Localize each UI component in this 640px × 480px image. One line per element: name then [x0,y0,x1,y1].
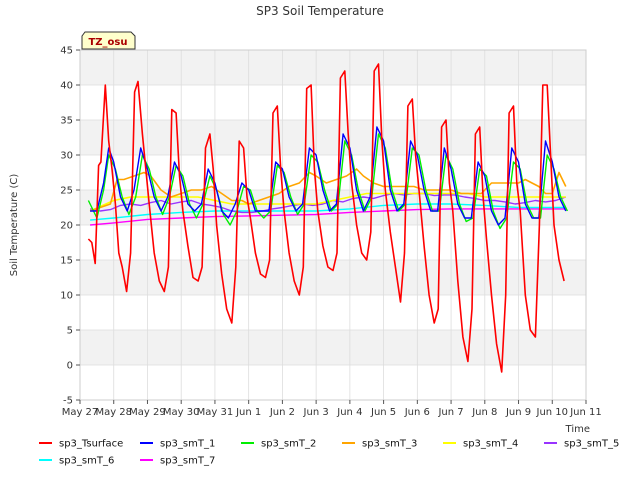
x-tick-label: Jun 11 [569,407,602,418]
plot-band [80,330,586,365]
y-tick-label: 0 [67,361,73,372]
plot-band [80,365,586,400]
legend-item-sp3_smT_7: sp3_smT_7 [140,456,215,467]
plot-band [80,295,586,330]
series-line-sp3_smT_2 [87,133,569,230]
legend-item-sp3_smT_2: sp3_smT_2 [241,439,316,450]
x-tick-label: Jun 3 [303,407,329,418]
legend-label: sp3_smT_3 [362,439,417,450]
y-axis-title: Soil Temperature (C) [9,174,20,277]
x-axis-title: Time [565,424,590,435]
x-tick-label: Jun 7 [437,407,463,418]
legend-label: sp3_smT_5 [564,439,619,450]
plot-band [80,120,586,155]
x-tick-label: Jun 1 [235,407,261,418]
y-tick-label: 35 [60,116,73,127]
legend-item-sp3_smT_6: sp3_smT_6 [39,456,114,467]
legend-item-sp3_Tsurface: sp3_Tsurface [39,439,123,450]
x-tick-label: Jun 5 [370,407,396,418]
x-tick-label: Jun 9 [505,407,531,418]
y-tick-label: 10 [60,291,73,302]
x-tick-label: May 28 [95,407,132,418]
y-tick-label: 45 [60,46,73,57]
y-tick-label: 20 [60,221,73,232]
y-tick-label: 30 [60,151,73,162]
annotation-label: TZ_osu [88,37,127,48]
x-tick-label: Jun 6 [404,407,430,418]
annotation-box: TZ_osu [81,31,136,50]
x-tick-label: May 31 [197,407,234,418]
chart-title: SP3 Soil Temperature [256,4,384,18]
legend-label: sp3_smT_4 [463,439,518,450]
x-tick-label: May 30 [163,407,200,418]
y-tick-label: 40 [60,81,73,92]
legend-label: sp3_smT_1 [160,439,215,450]
y-axis-ticks: -5 0 5 10 15 20 25 30 35 40 45 [60,46,80,407]
plot-band [80,50,586,85]
legend-label: sp3_smT_7 [160,456,215,467]
legend-label: sp3_smT_2 [261,439,316,450]
x-tick-label: Jun 8 [471,407,497,418]
legend-label: sp3_smT_6 [59,456,114,467]
x-tick-label: Jun 10 [536,407,569,418]
series-layer [87,63,569,373]
plot-band [80,85,586,120]
x-tick-label: Jun 2 [269,407,295,418]
legend-label: sp3_Tsurface [59,439,123,450]
legend-item-sp3_smT_1: sp3_smT_1 [140,439,215,450]
legend: sp3_Tsurface sp3_smT_1 sp3_smT_2 sp3_smT_3 s… [39,439,619,467]
annotation-frame [81,31,136,50]
y-tick-label: 15 [60,256,73,267]
legend-item-sp3_smT_5: sp3_smT_5 [544,439,619,450]
legend-item-sp3_smT_3: sp3_smT_3 [342,439,417,450]
y-tick-label: 25 [60,186,73,197]
x-tick-label: Jun 4 [336,407,362,418]
legend-item-sp3_smT_4: sp3_smT_4 [443,439,518,450]
plot-band [80,155,586,190]
y-tick-label: 5 [67,326,73,337]
plot-band [80,225,586,260]
series-line-sp3_smT_1 [90,126,567,226]
series-line-sp3_Tsurface [87,63,565,373]
series-line-sp3_smT_7 [90,208,566,226]
y-tick-label: -5 [63,396,73,407]
x-tick-label: May 27 [62,407,99,418]
x-tick-label: May 29 [129,407,166,418]
